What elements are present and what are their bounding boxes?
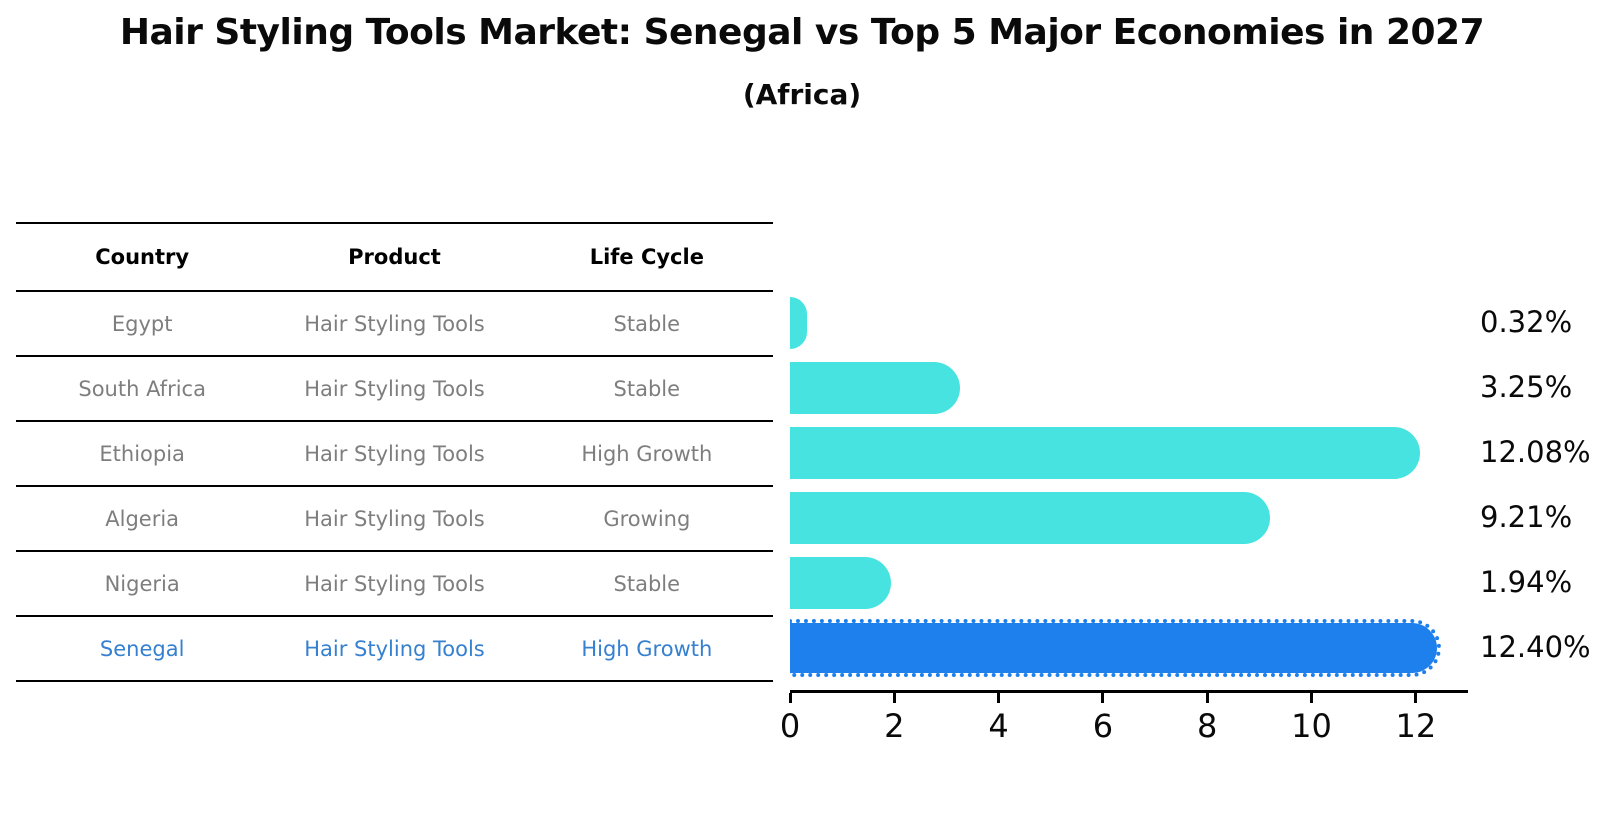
x-axis-tick-label: 0 bbox=[779, 707, 801, 745]
value-label-senegal: 12.40% bbox=[1480, 630, 1591, 664]
column-header-product: Product bbox=[348, 245, 441, 269]
value-label-nigeria: 1.94% bbox=[1480, 565, 1573, 599]
life-cycle-cell: Stable bbox=[613, 376, 681, 401]
country-cell: Senegal bbox=[99, 636, 185, 661]
life-cycle-cell: High Growth bbox=[581, 636, 713, 661]
x-axis: 0 2 4 6 8 10 12 bbox=[780, 690, 1468, 745]
x-axis-tick bbox=[1414, 693, 1418, 703]
column-header-country: Country bbox=[95, 245, 190, 269]
chart-subtitle: (Africa) bbox=[742, 78, 862, 111]
table-row-ethiopia: Ethiopia Hair Styling Tools High Growth bbox=[16, 422, 773, 487]
value-label-algeria: 9.21% bbox=[1480, 500, 1573, 534]
country-cell: Nigeria bbox=[104, 571, 180, 596]
x-axis-tick bbox=[997, 693, 1001, 703]
x-axis-tick-label: 10 bbox=[1291, 707, 1332, 745]
table-header-row: Country Product Life Cycle bbox=[16, 224, 773, 292]
x-axis-tick-label: 12 bbox=[1395, 707, 1437, 745]
bar-nigeria bbox=[790, 556, 892, 609]
x-axis-tick bbox=[1101, 693, 1105, 703]
table-row-nigeria: Nigeria Hair Styling Tools Stable bbox=[16, 552, 773, 617]
value-label-egypt: 0.32% bbox=[1480, 305, 1573, 339]
value-label-south-africa: 3.25% bbox=[1480, 370, 1573, 404]
x-axis-tick bbox=[892, 693, 896, 703]
x-axis-tick-label: 4 bbox=[988, 707, 1009, 745]
x-axis-tick-label: 6 bbox=[1092, 707, 1114, 745]
plot-area bbox=[790, 290, 1468, 680]
country-cell: Egypt bbox=[111, 311, 173, 336]
product-cell: Hair Styling Tools bbox=[304, 376, 485, 401]
product-cell: Hair Styling Tools bbox=[304, 636, 485, 661]
bar-egypt bbox=[790, 296, 807, 349]
product-cell: Hair Styling Tools bbox=[304, 441, 485, 466]
x-axis-tick bbox=[1310, 693, 1314, 703]
bar-ethiopia bbox=[790, 426, 1421, 479]
x-axis-tick bbox=[1205, 693, 1209, 703]
country-cell: South Africa bbox=[78, 376, 206, 401]
x-axis-tick-label: 8 bbox=[1197, 707, 1218, 745]
product-cell: Hair Styling Tools bbox=[304, 311, 485, 336]
table-row-algeria: Algeria Hair Styling Tools Growing bbox=[16, 487, 773, 552]
country-cell: Algeria bbox=[105, 506, 180, 531]
table-row-egypt: Egypt Hair Styling Tools Stable bbox=[16, 292, 773, 357]
life-cycle-cell: High Growth bbox=[581, 441, 713, 466]
x-axis-tick-label: 2 bbox=[884, 707, 905, 745]
life-cycle-cell: Stable bbox=[613, 571, 681, 596]
chart-title: Hair Styling Tools Market: Senegal vs To… bbox=[119, 12, 1485, 53]
table-row-senegal: Senegal Hair Styling Tools High Growth bbox=[16, 617, 773, 682]
x-axis-tick bbox=[788, 693, 792, 703]
life-cycle-cell: Growing bbox=[603, 506, 691, 531]
column-header-life-cycle: Life Cycle bbox=[589, 245, 704, 269]
bar-algeria bbox=[790, 491, 1271, 544]
country-table: Country Product Life Cycle Egypt Hair St… bbox=[16, 222, 773, 682]
bar-senegal bbox=[790, 618, 1441, 677]
product-cell: Hair Styling Tools bbox=[304, 571, 485, 596]
value-label-ethiopia: 12.08% bbox=[1480, 435, 1591, 469]
life-cycle-cell: Stable bbox=[613, 311, 681, 336]
country-cell: Ethiopia bbox=[99, 441, 185, 466]
product-cell: Hair Styling Tools bbox=[304, 506, 485, 531]
table-row-south-africa: South Africa Hair Styling Tools Stable bbox=[16, 357, 773, 422]
bar-south-africa bbox=[790, 361, 960, 414]
